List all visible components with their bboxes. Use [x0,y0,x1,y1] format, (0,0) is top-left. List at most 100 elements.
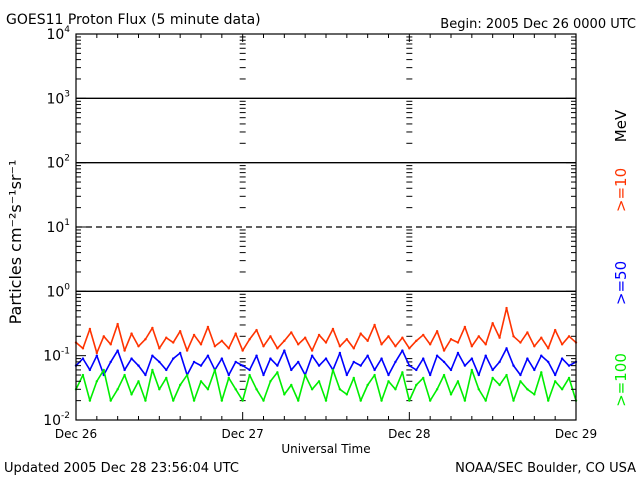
series-0-segment [380,335,390,345]
series-1-segment [235,361,244,367]
series-2-segment [102,369,112,401]
series-0-segment [450,338,459,344]
series-1-segment [380,358,390,376]
series-2-segment [262,380,272,401]
series-2-segment [325,369,334,401]
series-2-segment [144,369,154,401]
series-2-segment [519,380,528,390]
series-0-segment [401,337,411,349]
series-0-segment [373,324,383,345]
series-1-segment [221,358,230,376]
series-2-segment [373,374,383,401]
series-2-segment [394,372,404,390]
series-1-segment [353,361,362,367]
series-0-segment [207,326,216,347]
series-0-segment [318,334,327,344]
series-0-segment [457,326,466,343]
series-2-segment [401,372,411,401]
legend-unit: MeV [612,109,630,142]
series-2-segment [179,374,188,386]
series-0-segment [290,331,299,345]
x-tick-label: Dec 28 [388,427,430,441]
series-1-segment [242,364,251,371]
series-0-segment [491,322,501,339]
series-0-segment [366,324,376,342]
series-2-segment [512,380,522,401]
series-2-segment [478,388,487,402]
y-tick-label: 103 [46,89,70,107]
begin-time-label: Begin: 2005 Dec 26 0000 UTC [440,17,636,32]
series-1-segment [290,361,299,371]
series-1-segment [415,358,424,371]
series-1-segment [429,355,438,376]
series-0-segment [498,307,508,338]
series-1-segment [450,352,459,371]
y-tick-label: 10-1 [43,347,70,365]
series-1-segment [464,358,473,367]
series-1-segment [311,355,320,367]
series-2-segment [380,380,390,401]
series-0-segment [75,341,84,349]
series-2-segment [241,374,251,401]
series-0-segment [172,330,181,343]
series-0-segment [325,328,334,343]
series-2-segment [283,384,292,395]
series-2-segment [158,377,167,390]
series-2-segment [311,380,320,390]
series-1-segment [123,358,133,371]
series-2-segment [408,384,418,401]
series-1-segment [116,350,126,371]
series-0-segment [547,329,556,349]
series-0-segment [484,322,494,345]
x-axis: Dec 26 Dec 27 Dec 28 Dec 29 [55,34,597,441]
series-2-segment [443,374,452,395]
series-1-segment [318,358,327,367]
series-1-segment [498,347,508,363]
series-1-segment [165,358,174,371]
series-2-segment [165,377,174,401]
series-2-segment [269,371,279,382]
series-2-segment [471,369,480,390]
series-0-segment [512,335,521,344]
series-2-segment [436,374,445,390]
series-1-segment [554,358,563,376]
series-2-segment [346,377,355,395]
series-2-segment [290,384,299,401]
series-1-segment [193,361,202,367]
series-0-segment [415,334,424,342]
series-0-segment [228,333,237,349]
series-2-segment [297,374,306,401]
series-2-segment [533,372,543,395]
series-1-segment [471,358,480,376]
series-2-segment [492,377,501,386]
series-1-segment [422,358,431,376]
x-axis-label: Universal Time [281,442,370,456]
series-2-segment [484,377,494,401]
series-1-segment [255,355,265,376]
series-1-segment [492,361,501,371]
series-0-segment [346,338,355,349]
series-1-segment [408,364,417,371]
series-1-segment [387,361,397,376]
series-0-segment [283,331,292,342]
series-2-segment [367,374,376,386]
series-1-segment [540,355,549,363]
chart-grid [76,36,576,402]
y-axis-label: Particles cm⁻²s⁻¹sr⁻¹ [6,160,25,325]
series-1-segment [505,348,515,366]
series-1-segment [207,355,216,371]
series-1-segment [519,358,529,376]
series-1-segment [478,355,487,376]
series-2-segment [359,384,369,401]
series-0-segment [241,338,251,351]
x-tick-label: Dec 27 [222,427,264,441]
series-1-segment [248,355,258,371]
series-1-segment [144,355,154,376]
series-2-segment [137,380,147,401]
series-0-segment [269,335,279,349]
series-1-segment [512,365,522,376]
series-2-segment [526,388,535,396]
series-0-segment [422,334,431,345]
series-1-segment [394,350,404,363]
